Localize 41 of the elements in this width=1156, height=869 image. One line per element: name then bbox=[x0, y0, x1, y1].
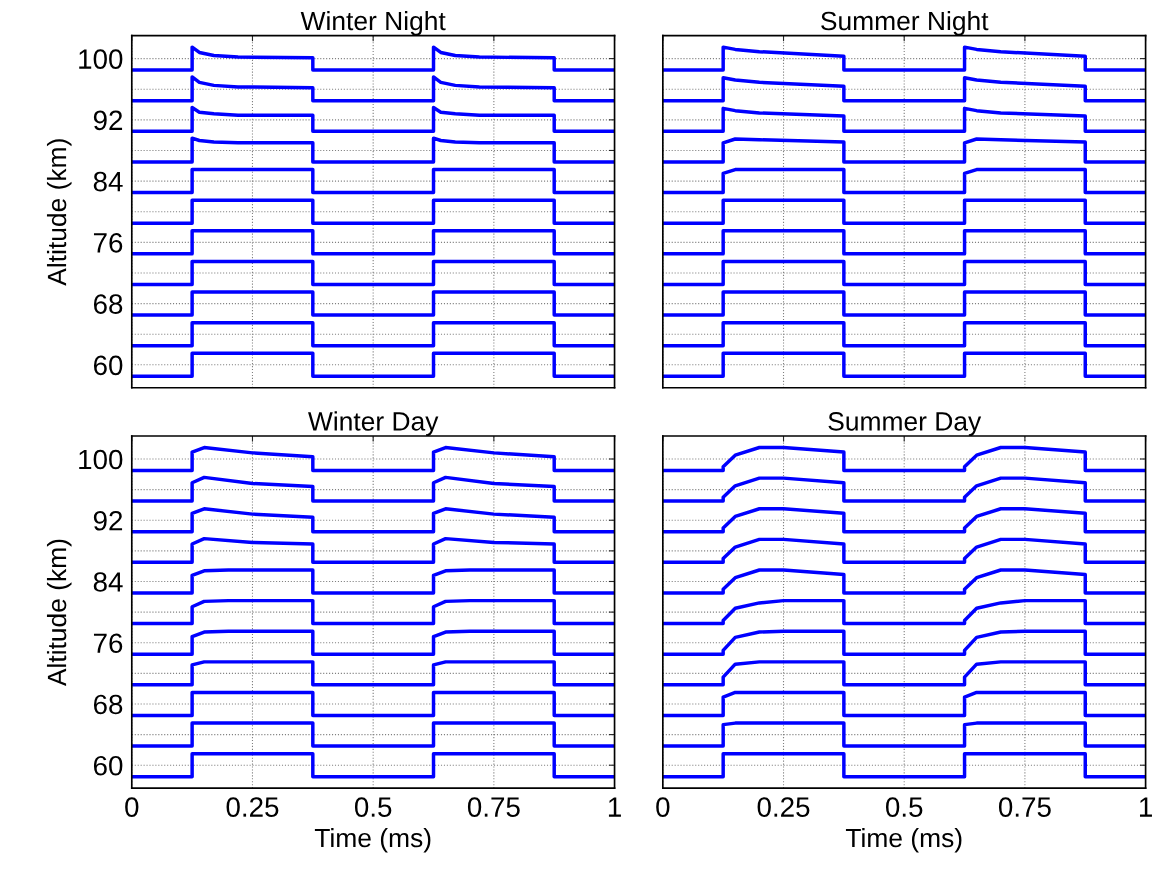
y-tick-label: 84 bbox=[93, 171, 123, 192]
y-tick-label: 68 bbox=[93, 694, 123, 715]
line-series bbox=[131, 536, 615, 565]
line-series bbox=[131, 75, 615, 103]
line-series bbox=[131, 105, 615, 134]
y-tick-label: 84 bbox=[93, 572, 123, 592]
y-tick-label: 92 bbox=[93, 110, 123, 131]
y-tick-label: 60 bbox=[93, 755, 123, 776]
x-tick-label: 0.5 bbox=[885, 797, 923, 817]
x-axis-title: Time (ms) bbox=[314, 827, 431, 853]
line-series bbox=[131, 568, 615, 595]
line-series bbox=[131, 475, 615, 503]
x-axis-title: Time (ms) bbox=[845, 827, 962, 853]
x-tick-label: 0.25 bbox=[226, 797, 279, 817]
line-series bbox=[131, 507, 615, 534]
line-series bbox=[131, 445, 615, 473]
chart-title: Summer Day bbox=[828, 412, 982, 436]
x-tick-label: 0 bbox=[125, 797, 139, 817]
line-series bbox=[131, 136, 615, 164]
x-tick-label: 0.25 bbox=[757, 797, 810, 817]
y-tick-label: 100 bbox=[79, 49, 123, 69]
y-axis-title: Altitude (km) bbox=[46, 539, 72, 687]
chart-title: Summer Night bbox=[821, 10, 989, 36]
y-tick-label: 76 bbox=[93, 233, 123, 253]
x-tick-label: 0.75 bbox=[467, 797, 520, 817]
x-tick-label: 0 bbox=[656, 797, 670, 817]
y-tick-label: 100 bbox=[79, 449, 123, 470]
x-tick-label: 1 bbox=[1139, 797, 1152, 817]
y-tick-label: 60 bbox=[93, 355, 123, 376]
line-series bbox=[131, 598, 615, 626]
line-series bbox=[131, 629, 615, 656]
chart-title: Winter Night bbox=[300, 10, 446, 36]
y-tick-label: 92 bbox=[93, 510, 123, 531]
line-series bbox=[131, 45, 615, 72]
x-tick-label: 0.75 bbox=[998, 797, 1051, 817]
y-tick-label: 76 bbox=[93, 633, 123, 654]
y-axis-title: Altitude (km) bbox=[46, 139, 72, 286]
x-tick-label: 1 bbox=[608, 797, 621, 817]
y-tick-label: 68 bbox=[93, 294, 123, 314]
chart-title: Winter Day bbox=[308, 411, 439, 436]
x-tick-label: 0.5 bbox=[354, 797, 392, 817]
